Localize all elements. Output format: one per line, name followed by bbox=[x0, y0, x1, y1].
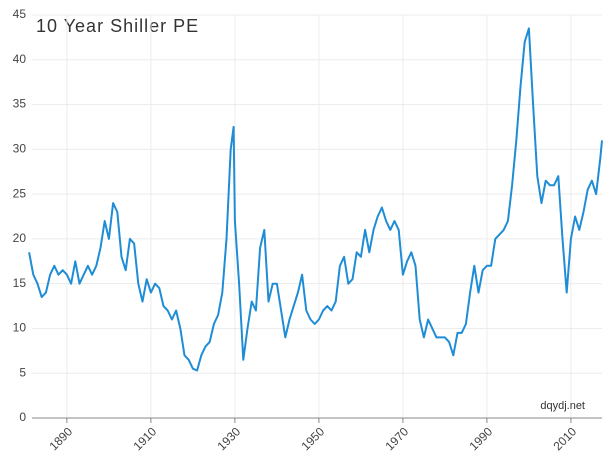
x-tick-label: 1910 bbox=[130, 424, 159, 453]
line-series bbox=[28, 27, 603, 372]
y-tick-label: 25 bbox=[13, 186, 27, 200]
x-tick-label: 1990 bbox=[466, 424, 495, 453]
y-tick-label: 5 bbox=[19, 365, 26, 379]
watermark: dqydj.net bbox=[540, 400, 585, 412]
y-tick-label: 45 bbox=[13, 7, 27, 21]
y-tick-label: 20 bbox=[13, 231, 27, 245]
x-tick-label: 1950 bbox=[298, 424, 327, 453]
x-tick-label: 2010 bbox=[550, 424, 579, 453]
y-tick-label: 40 bbox=[13, 52, 27, 66]
x-tick-label: 1890 bbox=[46, 424, 75, 453]
chart-title: 10 Year Shiller PE bbox=[36, 16, 199, 36]
x-tick-label: 1970 bbox=[382, 424, 411, 453]
x-tick-label: 1930 bbox=[214, 424, 243, 453]
y-tick-label: 15 bbox=[13, 276, 27, 290]
y-tick-label: 10 bbox=[13, 321, 27, 335]
y-tick-label: 30 bbox=[13, 142, 27, 156]
y-tick-label: 0 bbox=[19, 410, 26, 424]
y-tick-label: 35 bbox=[13, 97, 27, 111]
